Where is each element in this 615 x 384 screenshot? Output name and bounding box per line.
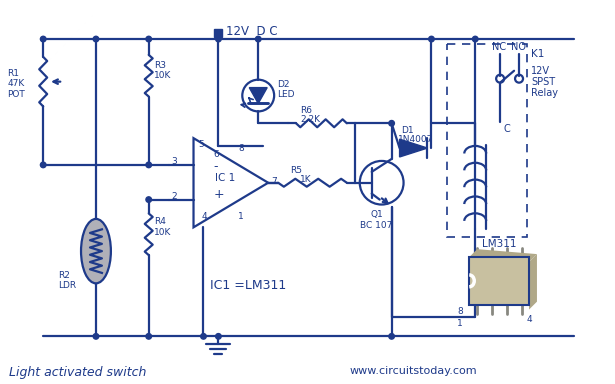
Text: 3: 3 xyxy=(172,157,177,166)
Text: C: C xyxy=(503,124,510,134)
Circle shape xyxy=(472,36,478,42)
Circle shape xyxy=(41,36,46,42)
Text: 8: 8 xyxy=(458,306,463,316)
Text: NC: NC xyxy=(492,42,506,52)
Text: +: + xyxy=(213,188,224,201)
Text: 12V  D C: 12V D C xyxy=(226,25,278,38)
Text: R3
10K: R3 10K xyxy=(154,61,171,80)
Text: Relay: Relay xyxy=(531,88,558,98)
Circle shape xyxy=(146,162,151,168)
Circle shape xyxy=(41,162,46,168)
Bar xyxy=(215,29,223,37)
Circle shape xyxy=(93,36,99,42)
Circle shape xyxy=(93,334,99,339)
Circle shape xyxy=(146,36,151,42)
Text: 7: 7 xyxy=(271,177,277,186)
Text: -: - xyxy=(213,160,218,173)
Text: R2
LDR: R2 LDR xyxy=(58,271,76,290)
Text: 1K: 1K xyxy=(300,175,312,184)
Polygon shape xyxy=(469,249,537,262)
Polygon shape xyxy=(529,254,537,310)
Bar xyxy=(469,257,529,305)
Text: R4
10K: R4 10K xyxy=(154,217,171,237)
Text: K1: K1 xyxy=(531,49,544,59)
Text: R1
47K
POT: R1 47K POT xyxy=(7,69,25,99)
Text: 1N4007: 1N4007 xyxy=(397,135,433,144)
Text: LM311: LM311 xyxy=(482,239,517,249)
Circle shape xyxy=(146,197,151,202)
Text: 12V: 12V xyxy=(531,66,550,76)
Circle shape xyxy=(389,334,394,339)
Text: 1: 1 xyxy=(239,212,244,222)
Circle shape xyxy=(200,334,206,339)
Text: 4: 4 xyxy=(527,314,533,324)
Circle shape xyxy=(216,36,221,42)
Circle shape xyxy=(389,121,394,126)
Text: R5: R5 xyxy=(290,166,302,175)
Text: Light activated switch: Light activated switch xyxy=(9,366,147,379)
Polygon shape xyxy=(249,88,267,103)
Ellipse shape xyxy=(81,219,111,283)
Text: 6: 6 xyxy=(213,150,219,159)
Circle shape xyxy=(429,36,434,42)
Text: D1: D1 xyxy=(402,126,414,135)
Circle shape xyxy=(255,36,261,42)
Text: www.circuitstoday.com: www.circuitstoday.com xyxy=(350,366,477,376)
Text: 2.2K: 2.2K xyxy=(300,115,320,124)
Text: Q1
BC 107: Q1 BC 107 xyxy=(360,210,393,230)
Circle shape xyxy=(146,334,151,339)
Text: 8: 8 xyxy=(239,144,244,153)
Text: D2
LED: D2 LED xyxy=(277,79,295,99)
Text: 5: 5 xyxy=(199,140,204,149)
Circle shape xyxy=(216,334,221,339)
Text: SPST: SPST xyxy=(531,77,555,87)
Text: NO: NO xyxy=(511,42,526,52)
Text: IC 1: IC 1 xyxy=(215,173,236,183)
Text: 4: 4 xyxy=(202,212,207,222)
Polygon shape xyxy=(400,139,427,157)
Text: 1: 1 xyxy=(458,318,463,328)
Text: R6: R6 xyxy=(300,106,312,116)
Text: 2: 2 xyxy=(172,192,177,201)
Text: IC1 =LM311: IC1 =LM311 xyxy=(210,279,287,292)
